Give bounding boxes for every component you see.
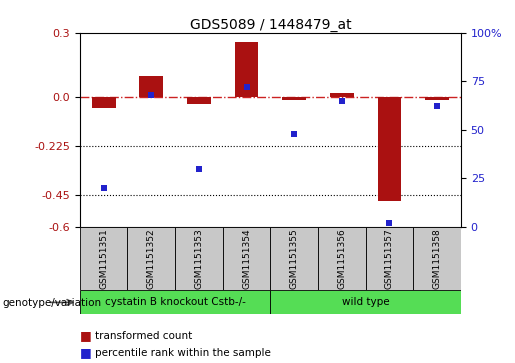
Bar — [80, 290, 270, 314]
Bar — [187, 97, 211, 104]
Text: ■: ■ — [80, 329, 92, 342]
Text: genotype/variation: genotype/variation — [3, 298, 101, 308]
Text: GSM1151351: GSM1151351 — [99, 228, 108, 289]
Bar — [270, 290, 461, 314]
Text: GSM1151355: GSM1151355 — [290, 228, 299, 289]
Title: GDS5089 / 1448479_at: GDS5089 / 1448479_at — [190, 18, 351, 32]
Text: percentile rank within the sample: percentile rank within the sample — [95, 348, 271, 358]
Bar — [318, 227, 366, 290]
Bar — [282, 97, 306, 99]
Text: GSM1151352: GSM1151352 — [147, 228, 156, 289]
Text: GSM1151357: GSM1151357 — [385, 228, 394, 289]
Text: transformed count: transformed count — [95, 331, 193, 341]
Text: GSM1151353: GSM1151353 — [195, 228, 203, 289]
Bar — [330, 93, 354, 97]
Bar — [140, 76, 163, 97]
Bar — [413, 227, 461, 290]
Bar — [175, 227, 222, 290]
Bar — [80, 227, 128, 290]
Text: GSM1151354: GSM1151354 — [242, 228, 251, 289]
Text: GSM1151356: GSM1151356 — [337, 228, 346, 289]
Text: wild type: wild type — [342, 297, 389, 307]
Bar — [366, 227, 413, 290]
Bar — [92, 97, 115, 108]
Text: ■: ■ — [80, 346, 92, 359]
Text: cystatin B knockout Cstb-/-: cystatin B knockout Cstb-/- — [105, 297, 246, 307]
Text: GSM1151358: GSM1151358 — [433, 228, 441, 289]
Bar — [377, 97, 401, 201]
Bar — [425, 97, 449, 99]
Bar — [235, 42, 259, 97]
Bar — [128, 227, 175, 290]
Bar — [270, 227, 318, 290]
Bar — [222, 227, 270, 290]
